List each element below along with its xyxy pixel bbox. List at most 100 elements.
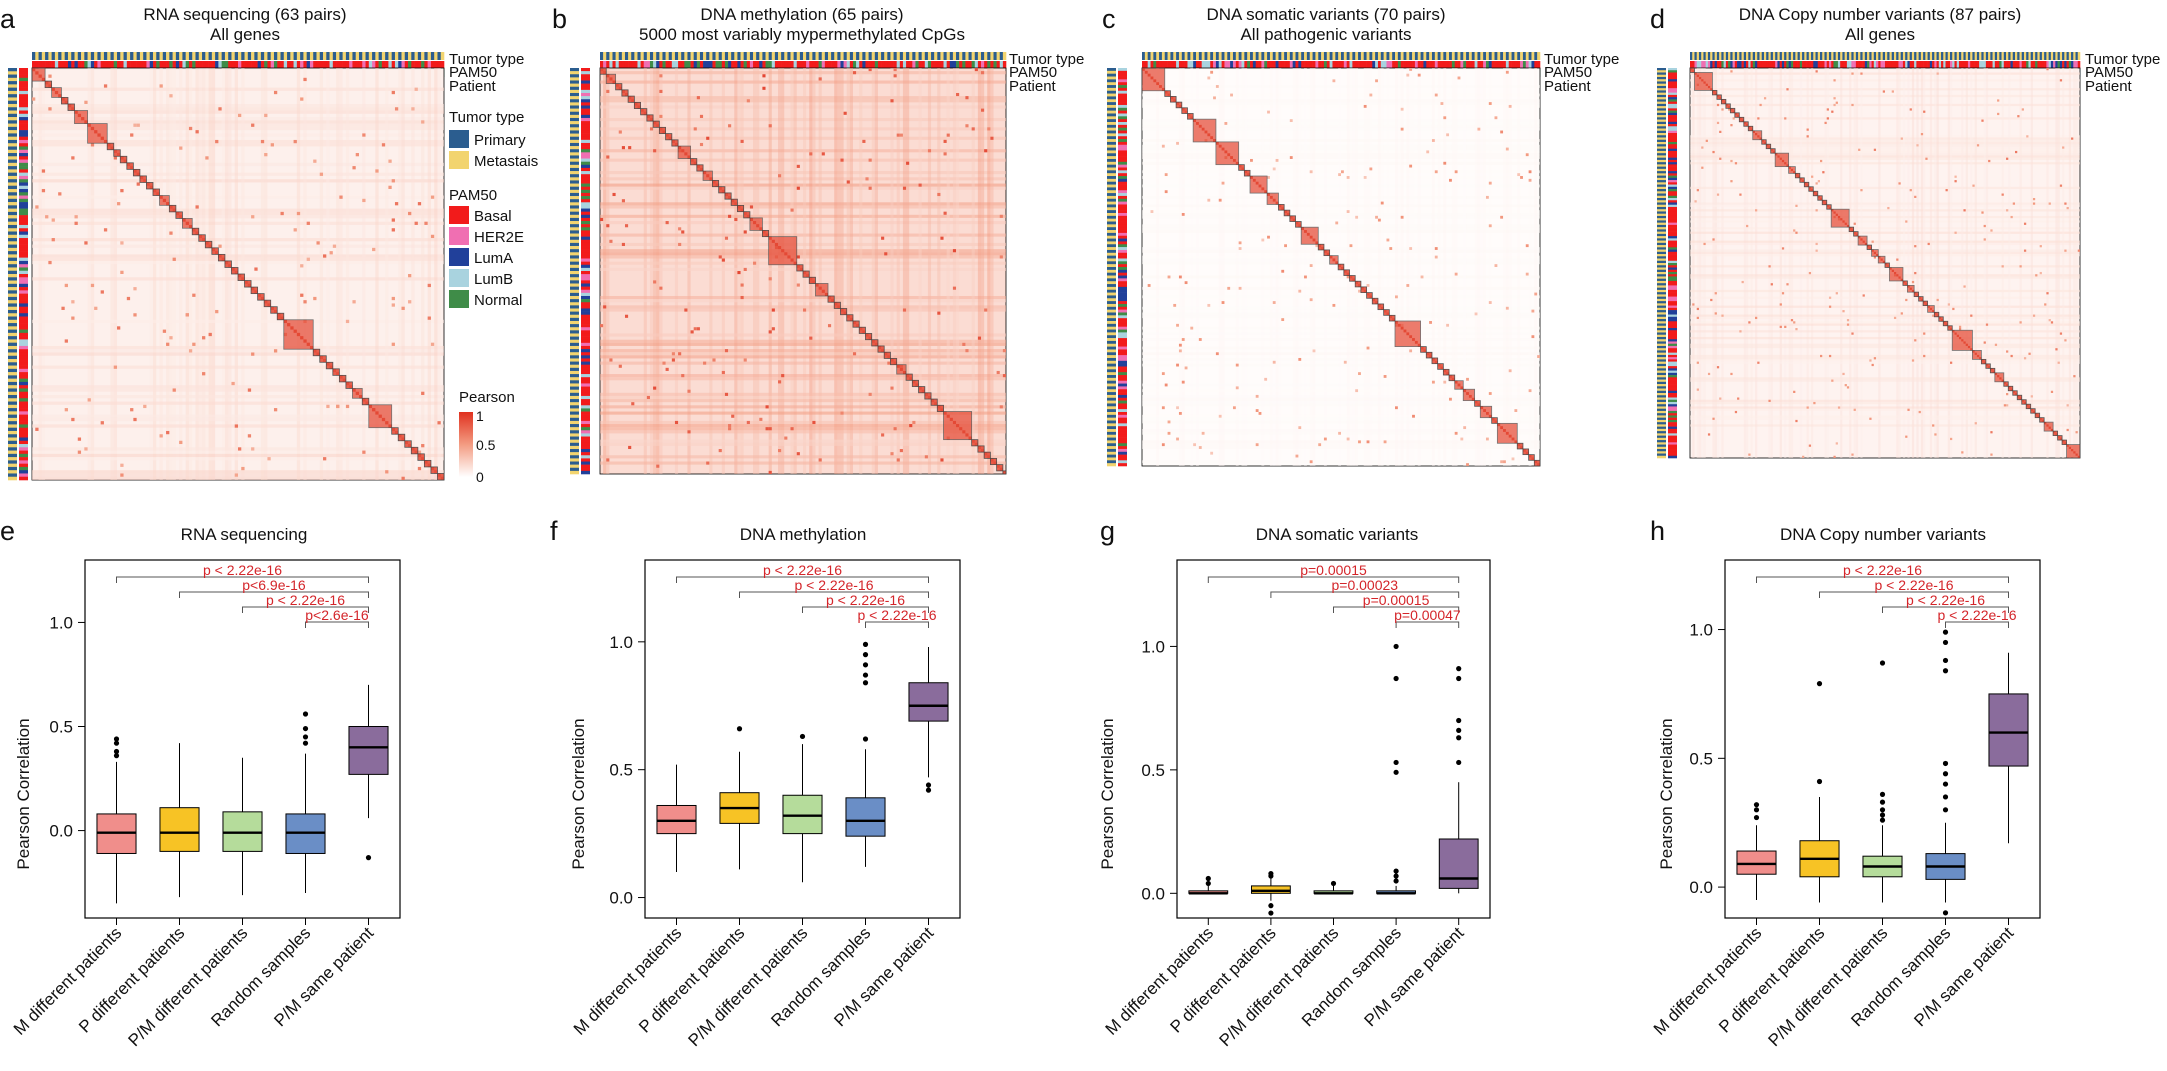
tumor-type-cell bbox=[768, 52, 773, 60]
matrix-col-band bbox=[224, 68, 229, 480]
matrix-col-band bbox=[87, 68, 91, 480]
tumor-type-cell bbox=[962, 52, 966, 60]
patient-block bbox=[1808, 186, 1814, 192]
matrix-cell bbox=[724, 236, 729, 240]
tumor-type-cell bbox=[678, 52, 682, 60]
row-pam50-cell bbox=[19, 421, 28, 425]
pam50-cell bbox=[1690, 61, 1693, 69]
pam50-cell bbox=[234, 61, 239, 69]
matrix-col-band bbox=[937, 68, 941, 474]
matrix-col-band bbox=[1950, 68, 1953, 458]
pam50-cell bbox=[394, 61, 399, 69]
matrix-cell bbox=[924, 455, 928, 459]
row-pam50-cell bbox=[1118, 136, 1127, 140]
row-pam50-cell bbox=[1118, 357, 1127, 362]
tumor-type-cell bbox=[1981, 52, 1984, 60]
matrix-col-band bbox=[1304, 68, 1307, 466]
row-tumor-type-cell bbox=[570, 161, 579, 166]
patient-block bbox=[231, 267, 239, 275]
pam50-cell bbox=[1916, 61, 1919, 69]
pam50-cell bbox=[715, 61, 719, 69]
row-pam50-cell bbox=[581, 311, 590, 316]
row-pam50-cell bbox=[1668, 446, 1677, 450]
pam50-cell bbox=[130, 61, 134, 69]
tumor-type-cell bbox=[968, 52, 972, 60]
tumor-type-cell bbox=[1522, 52, 1527, 60]
row-tumor-type-cell bbox=[8, 103, 17, 108]
matrix-cell bbox=[1420, 275, 1424, 279]
row-pam50-cell bbox=[581, 149, 590, 153]
pam50-cell bbox=[1730, 61, 1733, 69]
row-pam50-cell bbox=[1668, 240, 1677, 244]
patient-block bbox=[319, 355, 327, 363]
legend-swatch-metastasis bbox=[449, 151, 469, 169]
matrix-cell bbox=[1358, 289, 1361, 293]
row-pam50-cell bbox=[19, 247, 28, 252]
pam50-cell bbox=[1505, 61, 1510, 69]
matrix-cell bbox=[1346, 437, 1350, 441]
row-pam50-cell bbox=[581, 68, 590, 72]
patient-block bbox=[808, 276, 816, 284]
patient-block bbox=[718, 186, 726, 194]
matrix-row-band bbox=[1142, 338, 1540, 341]
matrix-cell bbox=[254, 267, 258, 271]
matrix-cell bbox=[1983, 238, 1986, 241]
row-tumor-type-cell bbox=[570, 71, 579, 75]
row-pam50-cell bbox=[581, 74, 590, 78]
tumor-type-cell bbox=[1761, 52, 1765, 60]
matrix-cell bbox=[2019, 265, 2022, 268]
tumor-type-cell bbox=[1508, 52, 1512, 60]
matrix-cell bbox=[1694, 200, 1697, 203]
row-tumor-type-cell bbox=[570, 286, 579, 291]
patient-block bbox=[106, 142, 115, 151]
row-tumor-type-cell bbox=[570, 80, 579, 84]
matrix-col-band bbox=[890, 68, 894, 474]
matrix-cell bbox=[1232, 406, 1236, 410]
row-tumor-type-cell bbox=[1107, 375, 1116, 379]
row-tumor-type-cell bbox=[8, 414, 17, 419]
matrix-cell bbox=[1808, 444, 1812, 447]
row-tumor-type-cell bbox=[1657, 238, 1666, 241]
row-pam50-cell bbox=[1668, 227, 1677, 230]
matrix-cell bbox=[1768, 399, 1771, 402]
row-tumor-type-cell bbox=[1107, 79, 1116, 83]
pam50-cell bbox=[228, 61, 232, 69]
row-tumor-type-cell bbox=[1107, 352, 1116, 356]
row-tumor-type-cell bbox=[1657, 325, 1666, 329]
tumor-type-cell bbox=[211, 52, 216, 60]
patient-block bbox=[1747, 125, 1754, 132]
tumor-type-cell bbox=[126, 52, 131, 60]
row-tumor-type-cell bbox=[1657, 348, 1666, 351]
pam50-cell bbox=[1426, 61, 1430, 69]
tumor-type-cell bbox=[424, 52, 428, 60]
tumor-type-cell bbox=[1284, 52, 1288, 60]
pam50-cell bbox=[868, 61, 873, 69]
matrix-cell bbox=[1759, 103, 1762, 107]
matrix-row-band bbox=[1142, 315, 1540, 319]
patient-block bbox=[126, 162, 134, 170]
row-tumor-type-cell bbox=[1657, 76, 1666, 80]
patient-block bbox=[368, 404, 393, 429]
pam50-cell bbox=[2044, 61, 2047, 69]
pam50-cell bbox=[746, 61, 751, 69]
row-pam50-cell bbox=[1118, 210, 1127, 214]
row-pam50-cell bbox=[1668, 390, 1677, 394]
pam50-cell bbox=[968, 61, 972, 69]
tumor-type-cell bbox=[1437, 52, 1441, 60]
row-tumor-type-cell bbox=[570, 458, 579, 462]
row-tumor-type-cell bbox=[1107, 232, 1116, 237]
matrix-col-band bbox=[902, 68, 907, 474]
row-tumor-type-cell bbox=[8, 287, 17, 291]
row-pam50-cell bbox=[1118, 375, 1127, 379]
matrix-cell bbox=[737, 271, 741, 275]
tumor-type-cell bbox=[1860, 52, 1863, 60]
pam50-cell bbox=[1846, 61, 1850, 69]
matrix-row-band bbox=[1690, 137, 2080, 140]
patient-block bbox=[1877, 255, 1886, 264]
pam50-cell bbox=[1335, 61, 1339, 69]
row-tumor-type-cell bbox=[570, 333, 579, 337]
matrix-cell bbox=[952, 286, 957, 290]
matrix-col-band bbox=[809, 68, 813, 474]
row-pam50-cell bbox=[1118, 269, 1127, 273]
